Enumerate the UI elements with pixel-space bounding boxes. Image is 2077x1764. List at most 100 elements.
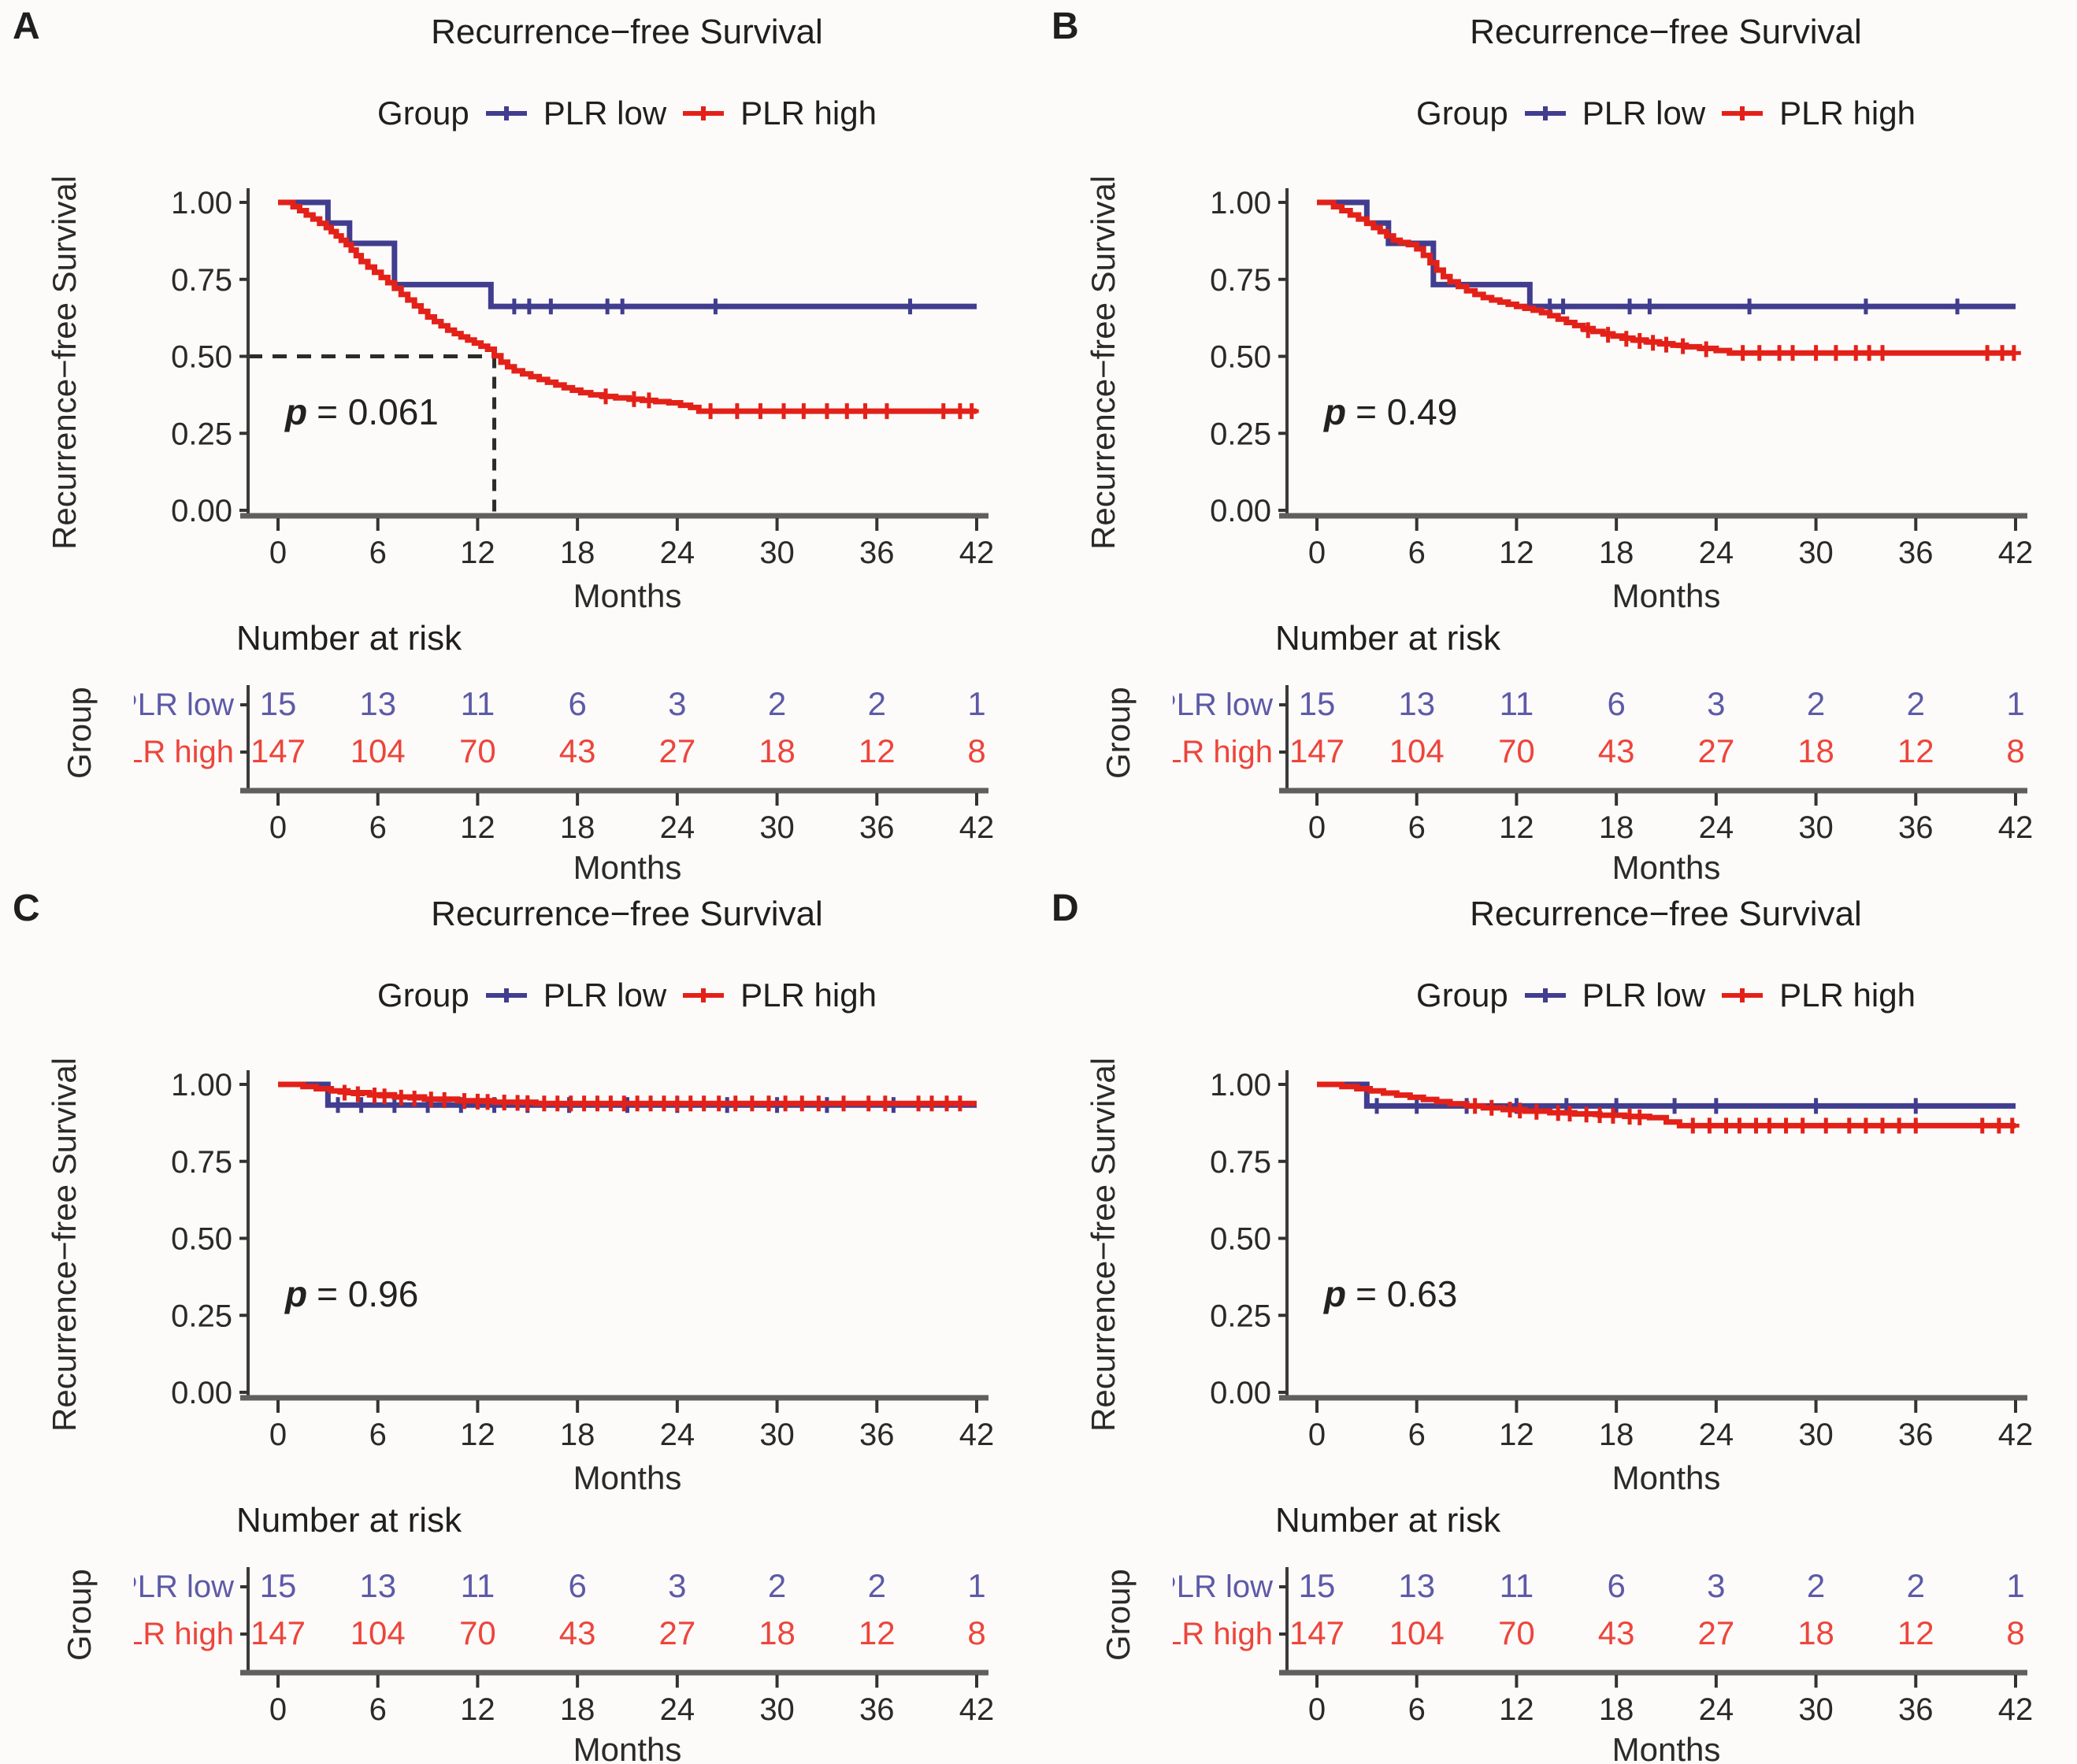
x-tick-label: 30 [759,536,795,570]
x-tick-label: 24 [660,536,695,570]
risk-count: 104 [1389,732,1445,769]
risk-count: 11 [1500,1567,1534,1604]
y-tick-label: 0.75 [1210,263,1271,298]
risk-count: 13 [1398,685,1435,722]
x-tick-label: 18 [1599,1418,1634,1452]
y-tick-label: 1.00 [1210,1068,1271,1102]
risk-row-label: PLR high [1173,735,1273,769]
risk-x-tick-label: 24 [660,810,695,845]
y-tick-label: 1.00 [171,186,232,220]
risk-count: 8 [2006,732,2024,769]
risk-x-tick-label: 18 [1599,810,1634,845]
risk-table-title: Number at risk [1275,619,1501,658]
panel-label: B [1051,6,1080,47]
x-tick-label: 42 [959,536,995,570]
risk-count: 70 [459,732,496,769]
risk-count: 2 [768,1567,786,1604]
risk-x-tick-label: 42 [1998,810,2034,845]
risk-count: 1 [967,685,985,722]
risk-x-tick-label: 12 [460,1692,495,1727]
risk-x-tick-label: 6 [369,810,387,845]
x-tick-label: 12 [1499,1418,1534,1452]
y-tick-label: 1.00 [1210,186,1271,220]
risk-table: PLR low 15 13 11 6 3 2 2 1 PLR high 147 104 70 43 27 18… [1173,685,2034,882]
panel-a: A Recurrence−free Survival Group PLR low… [0,0,1038,882]
x-tick-label: 36 [1898,536,1934,570]
legend-group-label: Group [1416,94,1508,132]
p-value: p = 0.49 [1324,391,1458,432]
risk-count: 147 [1289,1614,1344,1651]
risk-x-tick-label: 30 [1798,1692,1834,1727]
risk-count: 1 [2006,1567,2024,1604]
risk-count: 147 [250,1614,306,1651]
legend-group-label: Group [377,976,469,1014]
risk-count: 2 [768,685,786,722]
p-value: p = 0.96 [285,1273,419,1314]
risk-x-axis-title: Months [1612,849,1721,882]
risk-count: 147 [250,732,306,769]
risk-row-label: PLR high [134,735,234,769]
risk-count: 70 [1498,1614,1535,1651]
panel-label: D [1051,888,1080,929]
risk-table-title: Number at risk [236,619,462,658]
legend-group-label: Group [1416,976,1508,1014]
panel-d: D Recurrence−free Survival Group PLR low… [1039,882,2077,1764]
risk-count: 2 [1807,1567,1825,1604]
risk-x-tick-label: 6 [1408,1692,1426,1727]
risk-count: 6 [1607,685,1625,722]
risk-count: 70 [459,1614,496,1651]
risk-x-tick-label: 12 [1499,810,1534,845]
x-axis-title: Months [1612,577,1721,614]
legend-item-label-low: PLR low [543,976,667,1014]
p-value: p = 0.63 [1324,1273,1458,1314]
risk-count: 8 [967,732,985,769]
risk-x-tick-label: 24 [1699,810,1734,845]
x-axis-title: Months [573,1459,682,1496]
risk-count: 147 [1289,732,1344,769]
plr-low-legend-marker [484,985,529,1006]
y-tick-label: 0.75 [1210,1145,1271,1180]
p-value: p = 0.061 [285,391,439,432]
x-tick-label: 42 [959,1418,995,1452]
y-axis-title: Recurrence−free Survival [46,1057,83,1432]
plr-high-legend-marker [1719,103,1765,124]
x-tick-label: 6 [369,536,387,570]
y-tick-label: 0.00 [171,494,232,528]
x-tick-label: 24 [1699,1418,1734,1452]
risk-count: 11 [461,685,495,722]
risk-count: 13 [359,685,396,722]
x-tick-label: 24 [660,1418,695,1452]
survival-plot: 1.00 0.75 0.50 0.25 0.00 0 6 12 18 24 30 36 42 Months [171,186,995,614]
x-tick-label: 36 [859,536,895,570]
x-tick-label: 6 [1408,536,1426,570]
plr-low-legend-marker [1523,985,1568,1006]
legend-group-label: Group [377,94,469,132]
risk-count: 3 [1707,685,1725,722]
x-tick-label: 12 [460,536,495,570]
risk-x-tick-label: 18 [1599,1692,1634,1727]
x-tick-label: 42 [1998,1418,2034,1452]
risk-count: 3 [668,685,686,722]
plr-low-legend-marker [1523,103,1568,124]
risk-row-label: PLR low [1173,687,1273,722]
risk-x-tick-label: 0 [1308,1692,1326,1727]
risk-count: 15 [260,685,297,722]
chart-title: Recurrence−free Survival [431,895,823,933]
x-tick-label: 42 [1998,536,2034,570]
y-tick-label: 0.50 [1210,1222,1271,1257]
y-tick-label: 0.75 [171,1145,232,1180]
legend-item-label-low: PLR low [1582,976,1706,1014]
y-tick-label: 0.50 [1210,340,1271,375]
risk-count: 15 [260,1567,297,1604]
risk-count: 18 [1797,732,1834,769]
risk-x-tick-label: 12 [1499,1692,1534,1727]
risk-count: 18 [758,732,796,769]
risk-count: 11 [1500,685,1534,722]
risk-x-tick-label: 36 [859,810,895,845]
x-tick-label: 30 [759,1418,795,1452]
risk-count: 43 [559,1614,596,1651]
risk-x-tick-label: 12 [460,810,495,845]
risk-count: 27 [658,732,695,769]
legend-item-label-low: PLR low [543,94,667,132]
